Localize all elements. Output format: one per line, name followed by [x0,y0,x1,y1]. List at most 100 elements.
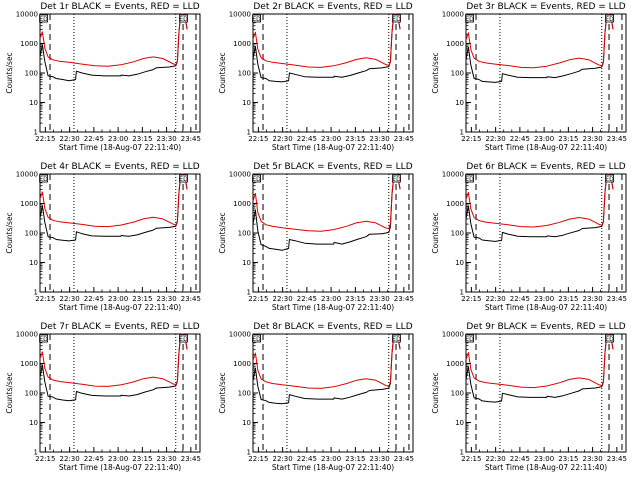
flare-marker-box [465,334,474,343]
y-tick-label: 10 [242,99,251,107]
x-tick-label: 23:00 [534,295,554,303]
x-tick-label: 22:30 [486,455,506,463]
x-tick-label: 22:15 [35,295,55,303]
x-tick-label: 23:00 [321,295,341,303]
plot-frame [39,333,201,453]
y-tick-label: 100 [451,230,464,238]
y-tick-label: 10 [29,99,38,107]
y-tick-label: 1000 [20,360,38,368]
x-tick-label: 22:15 [35,455,55,463]
flare-marker-label: ED [465,176,474,183]
x-tick-label: 23:15 [132,135,152,143]
y-tick-label: 1 [247,289,251,297]
plot-frame [39,173,201,293]
x-tick-label: 23:45 [607,455,627,463]
flare-marker-label: ED [605,176,614,183]
flare-marker-box [465,14,474,23]
x-tick-label: 22:30 [486,135,506,143]
x-tick-label: 23:45 [394,295,414,303]
x-tick-label: 23:30 [583,135,603,143]
lld-series-line [39,173,188,228]
y-tick-label: 1000 [233,40,251,48]
detector-panel: Det 2r BLACK = Events, RED = LLD 1 10 100 10… [213,0,426,160]
x-tick-label: 23:15 [558,295,578,303]
x-tick-label: 22:45 [297,135,317,143]
x-tick-label: 22:30 [486,295,506,303]
chart-title: Det 9r BLACK = Events, RED = LLD [466,322,625,332]
x-tick-label: 22:15 [248,295,268,303]
plot-frame [465,13,627,133]
flare-marker-box [392,334,401,343]
y-tick-label: 10000 [16,11,38,19]
flare-marker-box [39,14,48,23]
x-tick-label: 23:15 [132,295,152,303]
detector-panel: Det 4r BLACK = Events, RED = LLD 1 10 100 10… [0,160,213,320]
flare-marker-label: ED [179,176,188,183]
x-tick-label: 23:30 [370,455,390,463]
x-tick-label: 23:15 [558,455,578,463]
detector-chart: Det 4r BLACK = Events, RED = LLD 1 10 100 10… [5,162,201,312]
detector-panel: Det 1r BLACK = Events, RED = LLD 1 10 100 10… [0,0,213,160]
x-axis-label: Start Time (18-Aug-07 22:11:40) [272,463,394,472]
flare-marker-label: ED [392,176,401,183]
flare-marker-label: ED [252,16,261,23]
flare-marker-label: ED [605,336,614,343]
x-tick-label: 23:00 [108,295,128,303]
x-tick-label: 22:30 [273,295,293,303]
x-tick-label: 23:30 [583,295,603,303]
y-axis-label: Counts/sec [5,212,14,253]
plot-frame [465,333,627,453]
chart-title: Det 4r BLACK = Events, RED = LLD [40,162,199,172]
x-tick-label: 23:15 [132,455,152,463]
y-tick-label: 1 [34,129,38,137]
x-tick-label: 23:45 [607,295,627,303]
flare-marker-label: ED [392,336,401,343]
detector-chart: Det 1r BLACK = Events, RED = LLD 1 10 100 10… [5,2,201,152]
y-tick-label: 100 [25,230,38,238]
events-series-line [39,333,188,402]
chart-title: Det 5r BLACK = Events, RED = LLD [253,162,412,172]
events-series-line [39,173,188,242]
detector-chart: Det 7r BLACK = Events, RED = LLD 1 10 100 10… [5,322,201,472]
x-tick-label: 23:00 [534,455,554,463]
flare-marker-box [179,14,188,23]
flare-marker-box [605,14,614,23]
x-axis-label: Start Time (18-Aug-07 22:11:40) [59,303,181,312]
y-tick-label: 10000 [16,331,38,339]
lld-series-line [39,13,188,67]
x-tick-label: 23:15 [345,455,365,463]
y-tick-label: 1 [247,449,251,457]
x-tick-label: 22:15 [248,135,268,143]
flare-marker-label: ED [39,176,48,183]
y-axis-label: Counts/sec [5,372,14,413]
detector-panel: Det 8r BLACK = Events, RED = LLD 1 10 100 10… [213,320,426,480]
events-series-line [465,333,614,403]
flare-marker-label: ED [252,336,261,343]
chart-title: Det 1r BLACK = Events, RED = LLD [40,2,199,12]
flare-marker-label: ED [605,16,614,23]
x-tick-label: 23:00 [321,455,341,463]
y-tick-label: 1000 [233,200,251,208]
y-tick-label: 100 [25,70,38,78]
x-tick-label: 22:30 [273,455,293,463]
events-series-line [465,13,614,83]
flare-marker-box [465,174,474,183]
detector-panel: Det 7r BLACK = Events, RED = LLD 1 10 100 10… [0,320,213,480]
y-tick-label: 10 [29,419,38,427]
plot-frame [465,173,627,293]
events-series-line [252,13,401,83]
y-tick-label: 10 [455,419,464,427]
lld-series-line [252,173,401,232]
flare-marker-box [392,14,401,23]
chart-title: Det 2r BLACK = Events, RED = LLD [253,2,412,12]
y-tick-label: 1 [247,129,251,137]
plot-frame [252,13,414,133]
detector-panel: Det 5r BLACK = Events, RED = LLD 1 10 100 10… [213,160,426,320]
flare-marker-label: ED [39,16,48,23]
x-tick-label: 22:45 [510,295,530,303]
y-tick-label: 1 [460,289,464,297]
x-tick-label: 23:30 [370,295,390,303]
y-tick-label: 1000 [20,200,38,208]
events-series-line [252,333,401,405]
y-tick-label: 10 [242,259,251,267]
